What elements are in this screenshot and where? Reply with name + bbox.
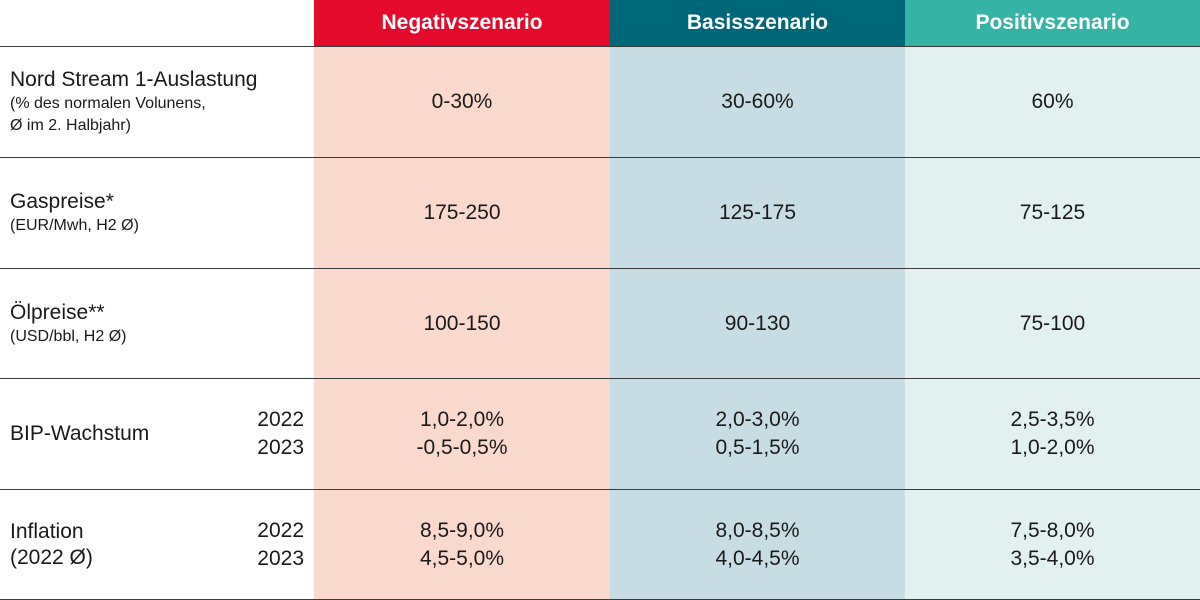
cell-negativ: 0-30% [314, 88, 610, 116]
row-years: 2022 2023 [230, 406, 304, 462]
row-label-sub: (EUR/Mwh, H2 Ø) [10, 216, 139, 234]
cell-negativ: 1,0-2,0% -0,5-0,5% [314, 406, 610, 462]
cell-value: 75-125 [1019, 200, 1086, 224]
cell-value: 100-150 [423, 311, 501, 335]
column-background-negativ [314, 0, 610, 600]
cell-value: 7,5-8,0% [1010, 518, 1095, 542]
row-label-main: Gaspreise* [10, 189, 114, 213]
row-label-sub: (2022 Ø) [10, 545, 93, 569]
column-background-positiv [905, 0, 1200, 600]
cell-value: 4,5-5,0% [419, 546, 505, 570]
cell-value: 175-250 [423, 200, 501, 224]
cell-value: 90-130 [724, 311, 791, 335]
row-label: Ölpreise** (USD/bbl, H2 Ø) [10, 300, 126, 348]
row-divider [0, 46, 1200, 47]
year-label: 2022 [257, 407, 304, 431]
row-label: BIP-Wachstum [10, 421, 149, 447]
row-years: 2022 2023 [230, 517, 304, 573]
year-label: 2023 [257, 546, 304, 570]
cell-value: -0,5-0,5% [416, 435, 508, 459]
row-divider [0, 489, 1200, 490]
cell-negativ: 100-150 [314, 310, 610, 338]
column-background-basis [610, 0, 905, 600]
column-header-negativ: Negativszenario [314, 0, 610, 46]
year-label: 2023 [257, 435, 304, 459]
cell-basis: 30-60% [610, 88, 905, 116]
cell-basis: 8,0-8,5% 4,0-4,5% [610, 517, 905, 573]
row-label: Inflation (2022 Ø) [10, 519, 93, 571]
cell-value: 30-60% [721, 89, 794, 113]
cell-negativ: 8,5-9,0% 4,5-5,0% [314, 517, 610, 573]
row-divider [0, 378, 1200, 379]
year-label: 2022 [257, 518, 304, 542]
cell-positiv: 75-100 [905, 310, 1200, 338]
cell-value: 0,5-1,5% [715, 435, 800, 459]
row-label-main: Inflation [10, 519, 84, 543]
cell-positiv: 75-125 [905, 199, 1200, 227]
row-label: Gaspreise* (EUR/Mwh, H2 Ø) [10, 189, 139, 237]
cell-positiv: 7,5-8,0% 3,5-4,0% [905, 517, 1200, 573]
row-label: Nord Stream 1-Auslastung (% des normalen … [10, 67, 257, 137]
cell-basis: 90-130 [610, 310, 905, 338]
row-divider [0, 157, 1200, 158]
row-label-sub: Ø im 2. Halbjahr) [10, 116, 131, 134]
cell-value: 8,0-8,5% [715, 518, 800, 542]
cell-value: 60% [1031, 89, 1074, 113]
cell-value: 125-175 [718, 200, 797, 224]
cell-value: 1,0-2,0% [419, 407, 505, 431]
cell-value: 2,0-3,0% [715, 407, 800, 431]
row-label-sub: (% des normalen Volunens, [10, 94, 206, 112]
cell-negativ: 175-250 [314, 199, 610, 227]
row-divider [0, 268, 1200, 269]
row-label-main: Ölpreise** [10, 300, 105, 324]
cell-value: 4,0-4,5% [715, 546, 800, 570]
column-header-positiv: Positivszenario [905, 0, 1200, 46]
cell-positiv: 2,5-3,5% 1,0-2,0% [905, 406, 1200, 462]
cell-basis: 125-175 [610, 199, 905, 227]
row-label-sub: (USD/bbl, H2 Ø) [10, 327, 127, 345]
cell-value: 3,5-4,0% [1010, 546, 1095, 570]
cell-value: 2,5-3,5% [1010, 407, 1095, 431]
cell-value: 75-100 [1019, 311, 1086, 335]
row-label-main: Nord Stream 1-Auslastung [10, 67, 258, 91]
column-header-basis: Basisszenario [610, 0, 905, 46]
row-label-main: BIP-Wachstum [10, 421, 150, 445]
cell-positiv: 60% [905, 88, 1200, 116]
cell-basis: 2,0-3,0% 0,5-1,5% [610, 406, 905, 462]
cell-value: 0-30% [431, 89, 493, 113]
cell-value: 1,0-2,0% [1010, 435, 1095, 459]
cell-value: 8,5-9,0% [419, 518, 505, 542]
